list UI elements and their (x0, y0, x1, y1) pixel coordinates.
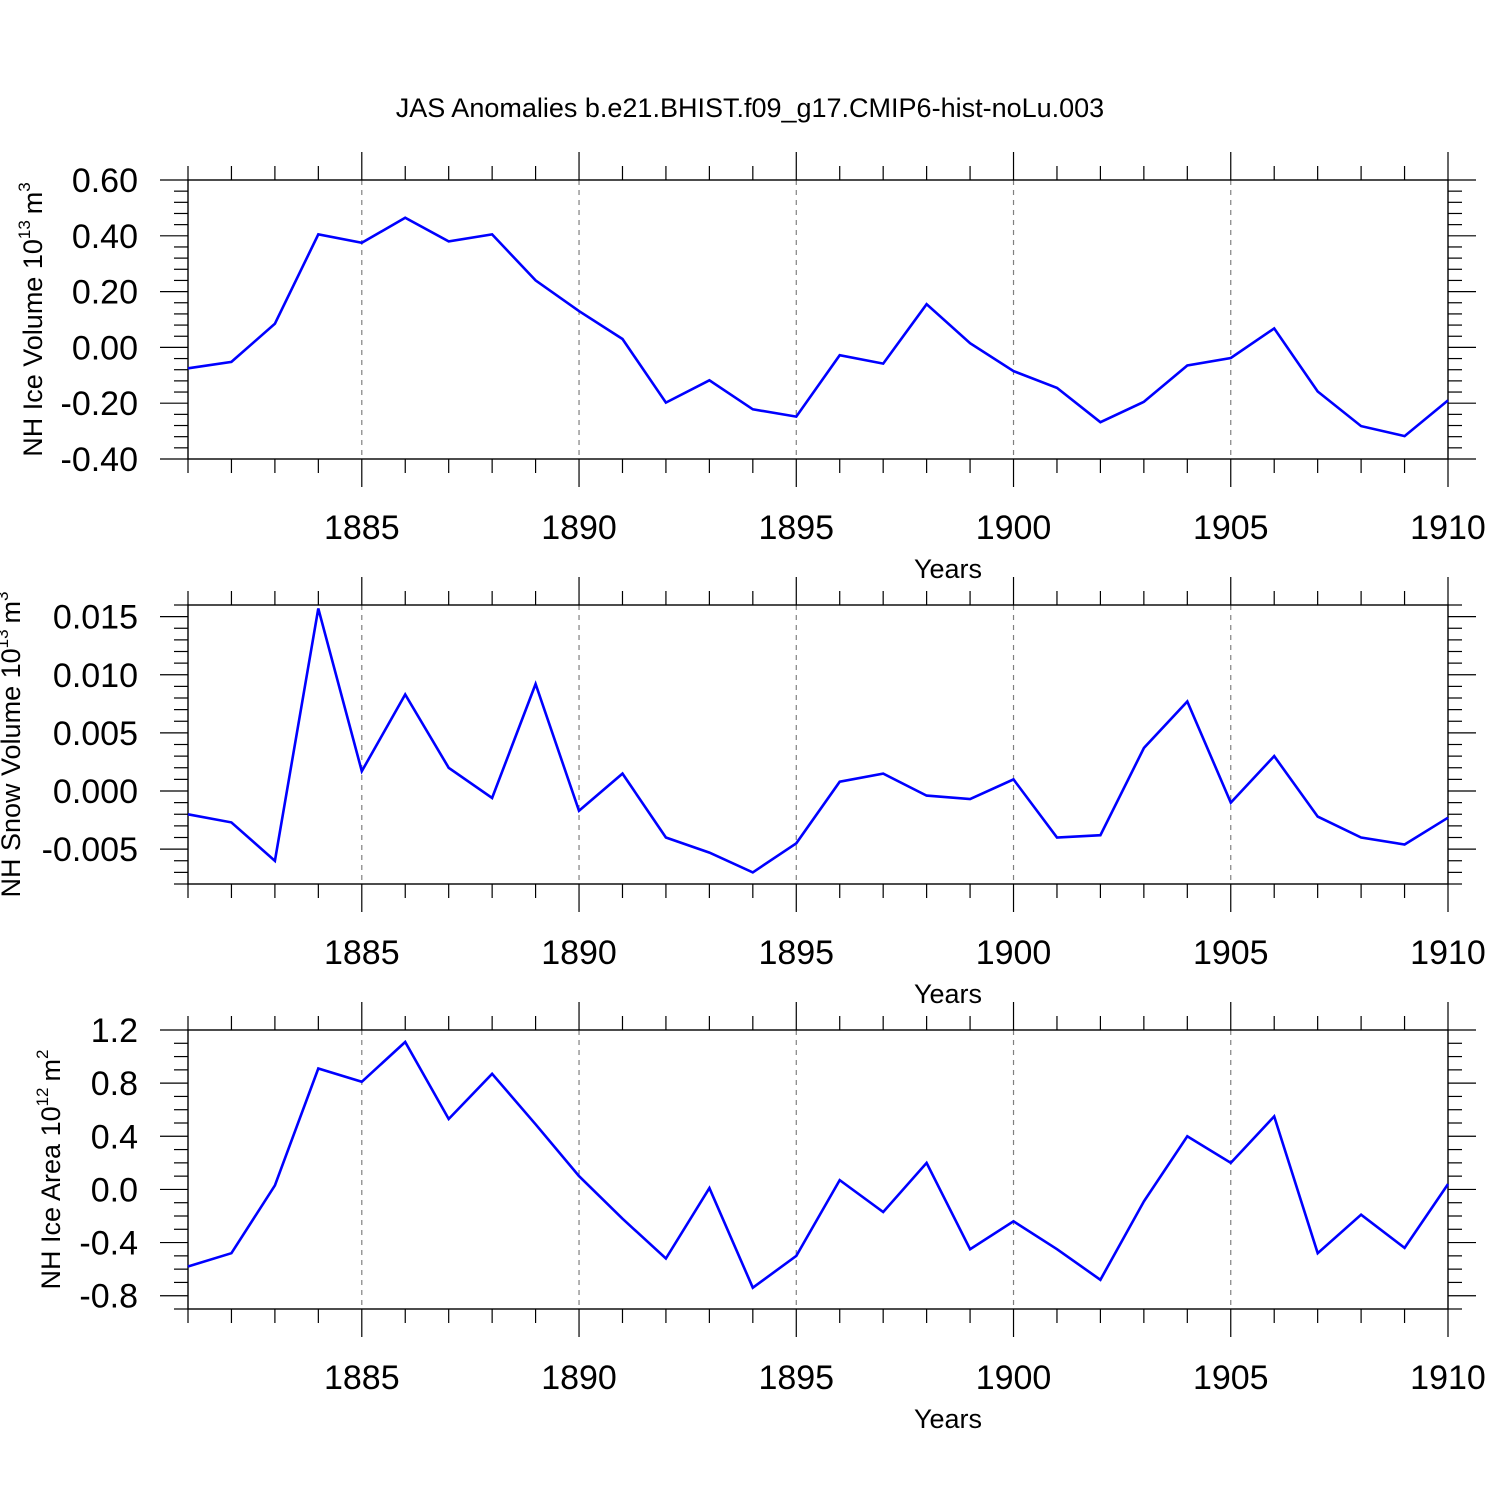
y-axis-title-exponent: 13 (0, 629, 12, 648)
y-axis-title-unit: m (36, 1059, 66, 1082)
y-axis-title: NH Snow Volume 1013 m3 (0, 591, 26, 897)
y-tick-label: 0.005 (53, 715, 138, 753)
x-tick-label: 1905 (1193, 934, 1269, 972)
y-tick-label: -0.4 (79, 1225, 138, 1263)
y-axis-title: NH Ice Volume 1013 m3 (15, 182, 48, 457)
y-axis-title-unit: m (0, 601, 26, 624)
x-tick-label: 1905 (1193, 1359, 1269, 1397)
x-tick-label: 1890 (541, 509, 617, 547)
y-axis-title-exponent: 12 (33, 1087, 52, 1106)
x-axis-title: Years (914, 1404, 982, 1434)
x-tick-label: 1890 (541, 1359, 617, 1397)
panel-3: -0.8 -0.4 0.0 0.4 0.8 1.2 1885 1890 1895 1900 1905… (33, 1002, 1486, 1434)
x-tick-label: 1905 (1193, 509, 1269, 547)
panel-1: -0.40 -0.20 0.00 0.20 0.40 0.60 1885 1890 1895 19… (15, 152, 1486, 584)
y-axis-title-text: NH Snow Volume 10 (0, 648, 26, 897)
y-tick-label: 0.4 (91, 1118, 138, 1156)
x-tick-label: 1895 (758, 509, 834, 547)
y-tick-label: 1.2 (91, 1012, 138, 1050)
y-axis-title-unit: m (18, 192, 48, 215)
y-tick-label: 0.8 (91, 1065, 138, 1103)
x-tick-label: 1885 (324, 934, 400, 972)
y-tick-label: 0.00 (72, 329, 138, 367)
y-tick-label: 0.010 (53, 657, 138, 695)
x-tick-label: 1890 (541, 934, 617, 972)
y-tick-label: -0.20 (61, 385, 139, 423)
x-tick-label: 1900 (976, 509, 1052, 547)
y-axis-title-text: NH Ice Volume 10 (18, 239, 48, 457)
y-axis-title-unit-exponent: 3 (0, 591, 12, 600)
plot-frame (188, 180, 1448, 459)
y-tick-label: -0.8 (79, 1278, 138, 1316)
y-tick-label: -0.40 (61, 441, 139, 479)
panel-2: -0.005 0.000 0.005 0.010 0.015 1885 1890 1895 19… (0, 577, 1486, 1009)
y-tick-label: 0.60 (72, 162, 138, 200)
x-tick-label: 1900 (976, 934, 1052, 972)
y-axis-title-text: NH Ice Area 10 (36, 1106, 66, 1289)
series-line (188, 609, 1448, 873)
y-tick-label: 0.40 (72, 218, 138, 256)
x-tick-label: 1900 (976, 1359, 1052, 1397)
y-tick-label: 0.0 (91, 1171, 138, 1209)
x-tick-label: 1910 (1410, 934, 1486, 972)
y-tick-label: 0.000 (53, 773, 138, 811)
y-axis-title-exponent: 13 (15, 220, 34, 239)
y-tick-label: -0.005 (42, 831, 138, 869)
plot-frame (188, 1030, 1448, 1309)
y-axis-title: NH Ice Area 1012 m2 (33, 1050, 66, 1290)
x-tick-label: 1885 (324, 509, 400, 547)
x-tick-label: 1895 (758, 1359, 834, 1397)
x-tick-label: 1910 (1410, 1359, 1486, 1397)
y-tick-label: 0.20 (72, 274, 138, 312)
x-tick-label: 1895 (758, 934, 834, 972)
x-tick-label: 1910 (1410, 509, 1486, 547)
x-axis-title: Years (914, 979, 982, 1009)
x-axis-title: Years (914, 554, 982, 584)
x-tick-label: 1885 (324, 1359, 400, 1397)
y-axis-title-unit-exponent: 2 (33, 1050, 52, 1059)
series-line (188, 1042, 1448, 1288)
chart-title: JAS Anomalies b.e21.BHIST.f09_g17.CMIP6-… (396, 93, 1104, 123)
y-axis-title-unit-exponent: 3 (15, 182, 34, 191)
series-line (188, 218, 1448, 436)
y-tick-label: 0.015 (53, 599, 138, 637)
